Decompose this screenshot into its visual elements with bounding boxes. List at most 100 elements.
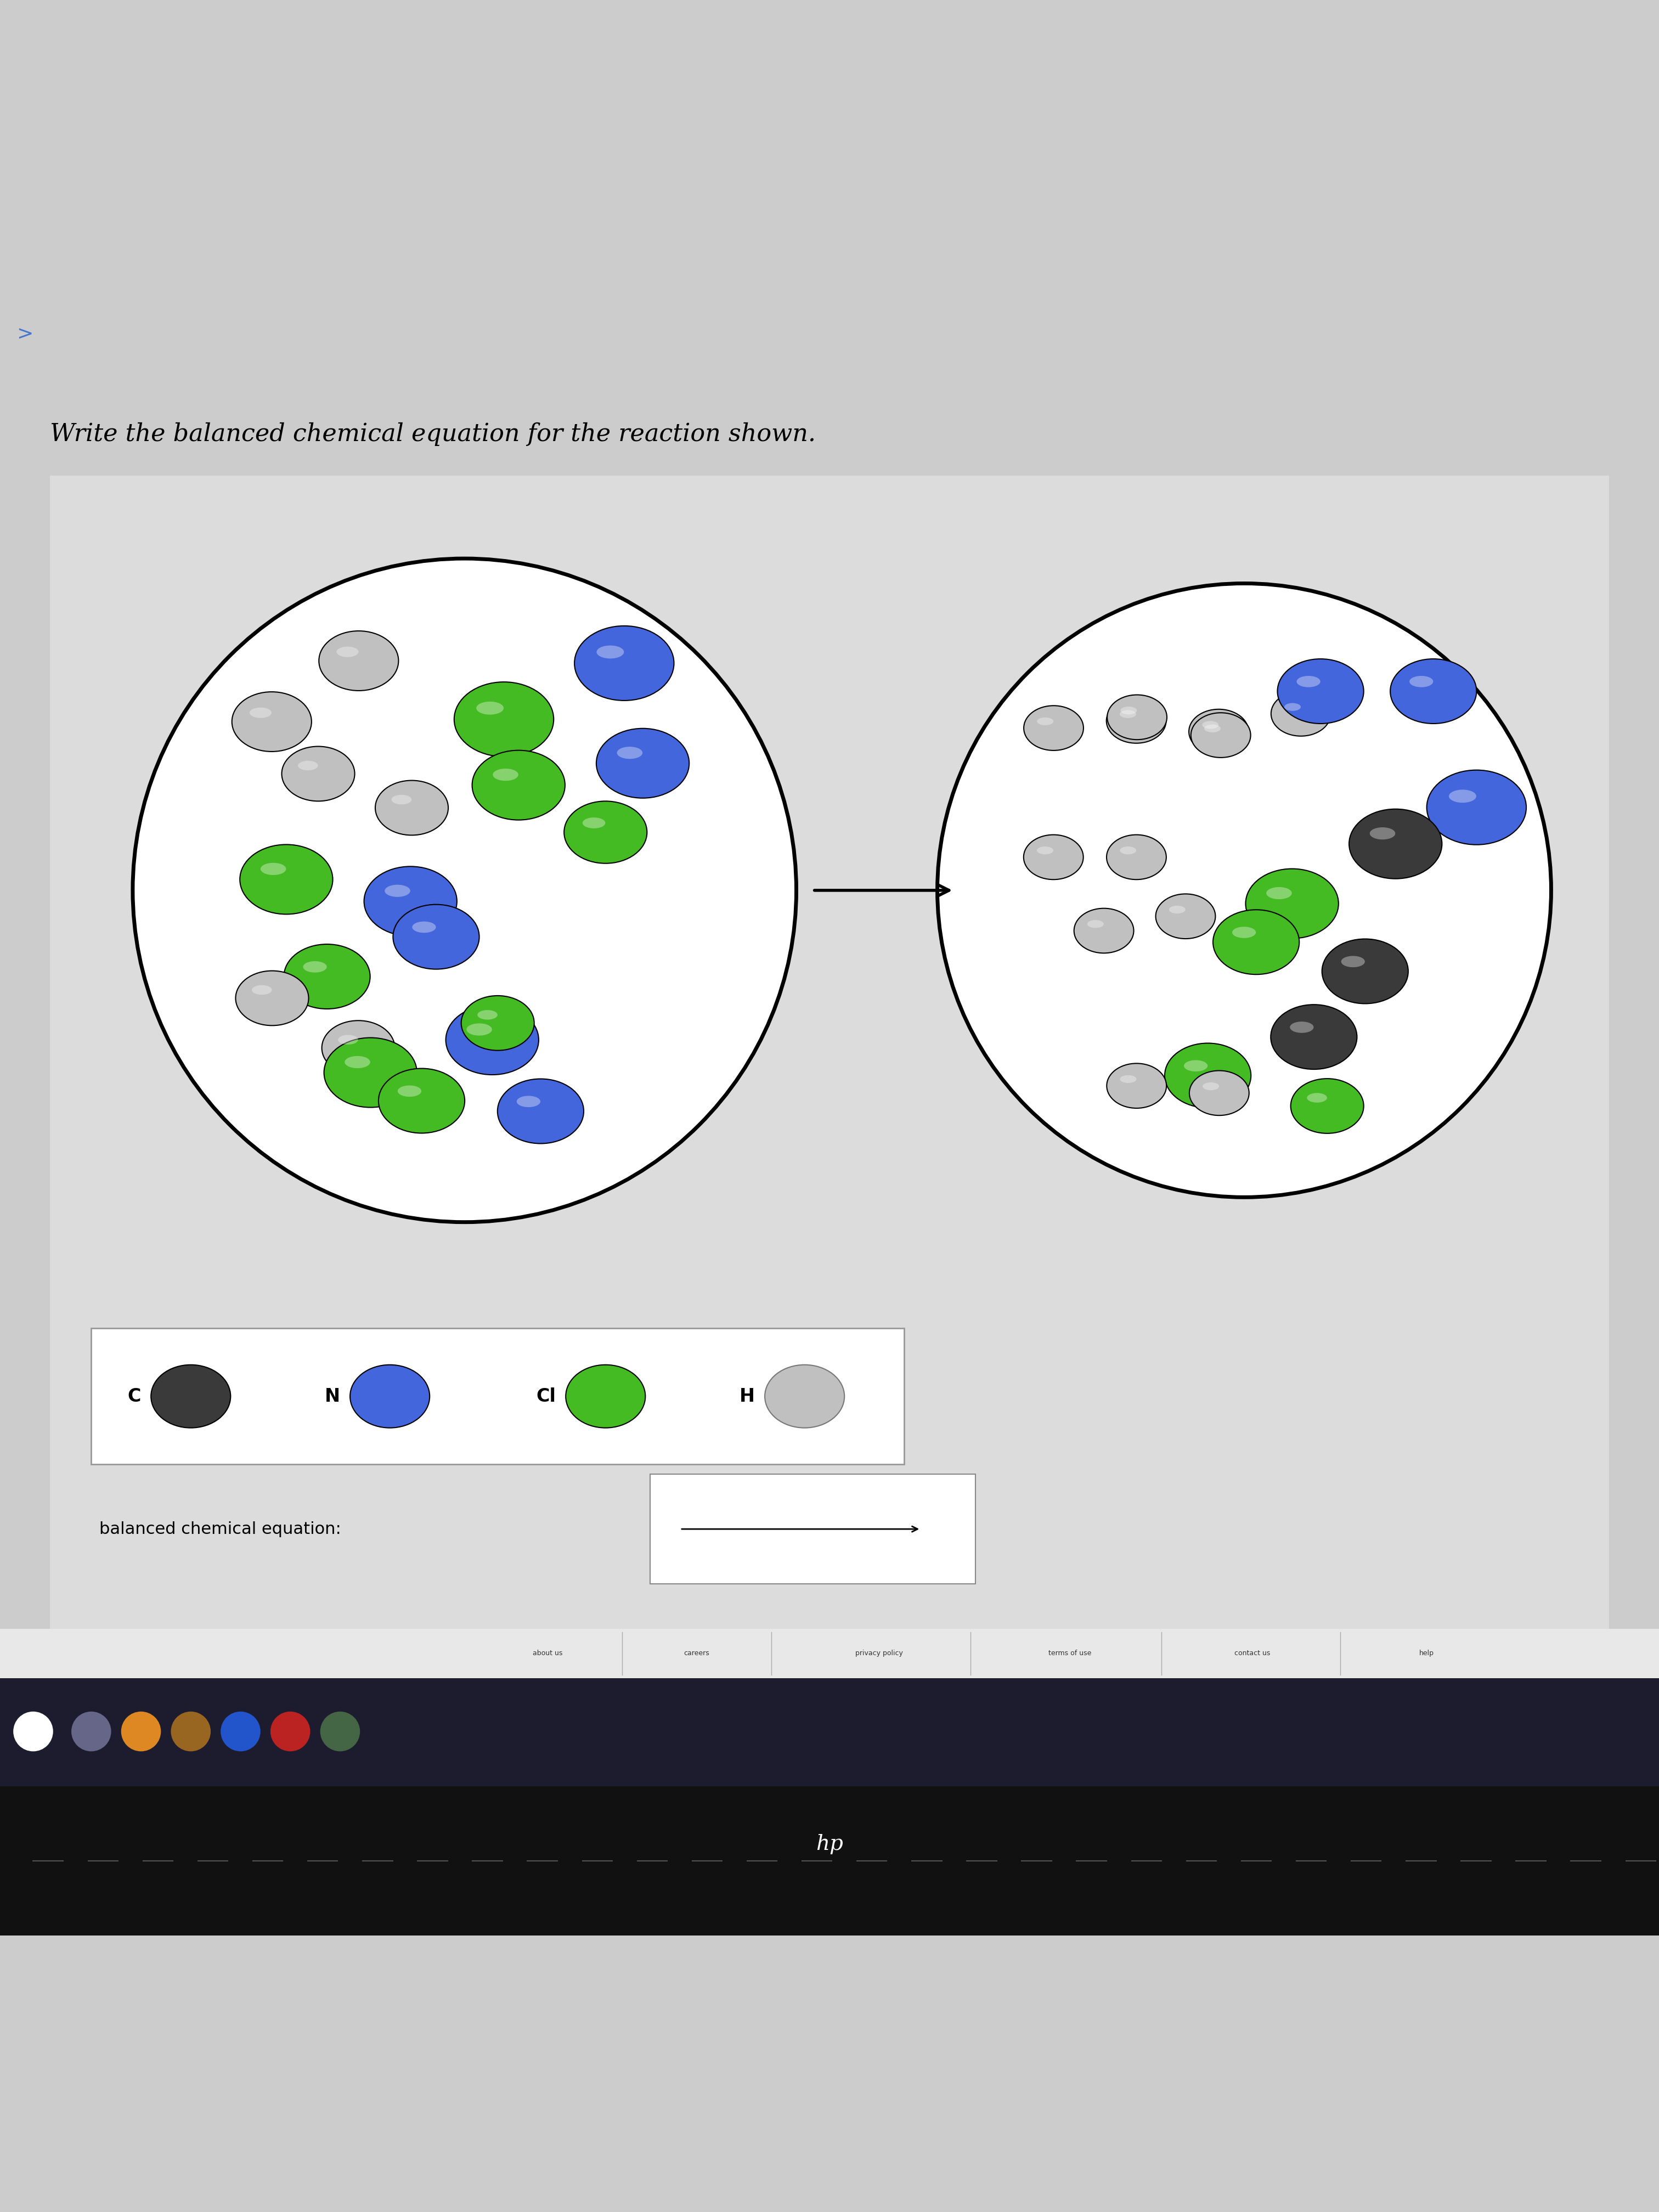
Circle shape (71, 1712, 111, 1752)
Ellipse shape (446, 1004, 539, 1075)
Ellipse shape (319, 630, 398, 690)
Ellipse shape (1340, 956, 1365, 967)
Circle shape (133, 560, 796, 1223)
Circle shape (320, 1712, 360, 1752)
Text: balanced chemical equation:: balanced chemical equation: (100, 1522, 342, 1537)
Ellipse shape (493, 768, 518, 781)
Ellipse shape (282, 745, 355, 801)
Text: contact us: contact us (1234, 1650, 1271, 1657)
Ellipse shape (1190, 710, 1249, 754)
FancyBboxPatch shape (650, 1475, 975, 1584)
Ellipse shape (1024, 706, 1083, 750)
Text: hp: hp (816, 1834, 843, 1854)
FancyBboxPatch shape (50, 476, 1609, 1655)
Ellipse shape (378, 1068, 465, 1133)
Text: terms of use: terms of use (1048, 1650, 1092, 1657)
Ellipse shape (1156, 894, 1216, 938)
Ellipse shape (232, 692, 312, 752)
Ellipse shape (385, 885, 410, 896)
Ellipse shape (363, 867, 456, 936)
FancyBboxPatch shape (91, 1327, 904, 1464)
Ellipse shape (1203, 721, 1219, 728)
Ellipse shape (1291, 1079, 1364, 1133)
Ellipse shape (765, 1365, 844, 1429)
Circle shape (13, 1712, 53, 1752)
Ellipse shape (1410, 677, 1433, 688)
Ellipse shape (1297, 677, 1321, 688)
Ellipse shape (1120, 710, 1136, 719)
Text: N: N (325, 1387, 340, 1405)
Ellipse shape (476, 701, 504, 714)
Circle shape (270, 1712, 310, 1752)
Ellipse shape (1448, 790, 1477, 803)
Circle shape (221, 1712, 260, 1752)
Text: privacy policy: privacy policy (856, 1650, 902, 1657)
Ellipse shape (1307, 1093, 1327, 1102)
Ellipse shape (304, 962, 327, 973)
Ellipse shape (1037, 847, 1053, 854)
Text: C: C (128, 1387, 141, 1405)
Ellipse shape (466, 1024, 493, 1035)
Ellipse shape (574, 626, 674, 701)
Ellipse shape (398, 1086, 421, 1097)
Ellipse shape (284, 945, 370, 1009)
Text: about us: about us (533, 1650, 562, 1657)
Ellipse shape (566, 1365, 645, 1429)
Ellipse shape (1284, 703, 1301, 710)
Ellipse shape (392, 794, 411, 805)
Ellipse shape (1291, 1022, 1314, 1033)
Ellipse shape (260, 863, 285, 876)
Ellipse shape (564, 801, 647, 863)
Ellipse shape (411, 922, 436, 933)
Ellipse shape (249, 708, 272, 719)
Ellipse shape (1271, 692, 1331, 737)
Ellipse shape (597, 646, 624, 659)
Ellipse shape (1073, 909, 1133, 953)
Ellipse shape (1120, 706, 1136, 714)
Ellipse shape (1271, 1004, 1357, 1068)
Circle shape (937, 584, 1551, 1197)
Circle shape (121, 1712, 161, 1752)
Ellipse shape (241, 845, 333, 914)
Ellipse shape (393, 905, 479, 969)
Ellipse shape (1107, 834, 1166, 880)
Ellipse shape (1087, 920, 1103, 927)
Ellipse shape (1390, 659, 1477, 723)
Ellipse shape (1120, 847, 1136, 854)
Ellipse shape (498, 1079, 584, 1144)
Ellipse shape (338, 1035, 358, 1044)
Ellipse shape (1277, 659, 1364, 723)
Ellipse shape (324, 1037, 416, 1108)
Text: help: help (1420, 1650, 1433, 1657)
Ellipse shape (461, 995, 534, 1051)
Ellipse shape (236, 971, 309, 1026)
Ellipse shape (1370, 827, 1395, 841)
Ellipse shape (337, 646, 358, 657)
Text: H: H (740, 1387, 755, 1405)
Text: Write the balanced chemical equation for the reaction shown.: Write the balanced chemical equation for… (50, 422, 816, 447)
Ellipse shape (617, 748, 642, 759)
Ellipse shape (1427, 770, 1526, 845)
Ellipse shape (473, 750, 566, 821)
Ellipse shape (1203, 1082, 1219, 1091)
Ellipse shape (582, 818, 606, 827)
Ellipse shape (596, 728, 688, 799)
Text: careers: careers (684, 1650, 710, 1657)
Ellipse shape (1204, 726, 1221, 732)
Circle shape (171, 1712, 211, 1752)
Ellipse shape (1185, 1060, 1208, 1071)
Ellipse shape (252, 984, 272, 995)
Ellipse shape (1246, 869, 1339, 938)
Ellipse shape (375, 781, 448, 836)
Ellipse shape (1349, 810, 1442, 878)
Ellipse shape (350, 1365, 430, 1429)
Ellipse shape (1024, 834, 1083, 880)
Ellipse shape (1107, 699, 1166, 743)
Ellipse shape (1037, 717, 1053, 726)
Ellipse shape (322, 1020, 395, 1075)
Ellipse shape (1191, 712, 1251, 757)
Ellipse shape (1322, 938, 1408, 1004)
Ellipse shape (516, 1095, 541, 1108)
Ellipse shape (345, 1055, 370, 1068)
Ellipse shape (1165, 1044, 1251, 1108)
